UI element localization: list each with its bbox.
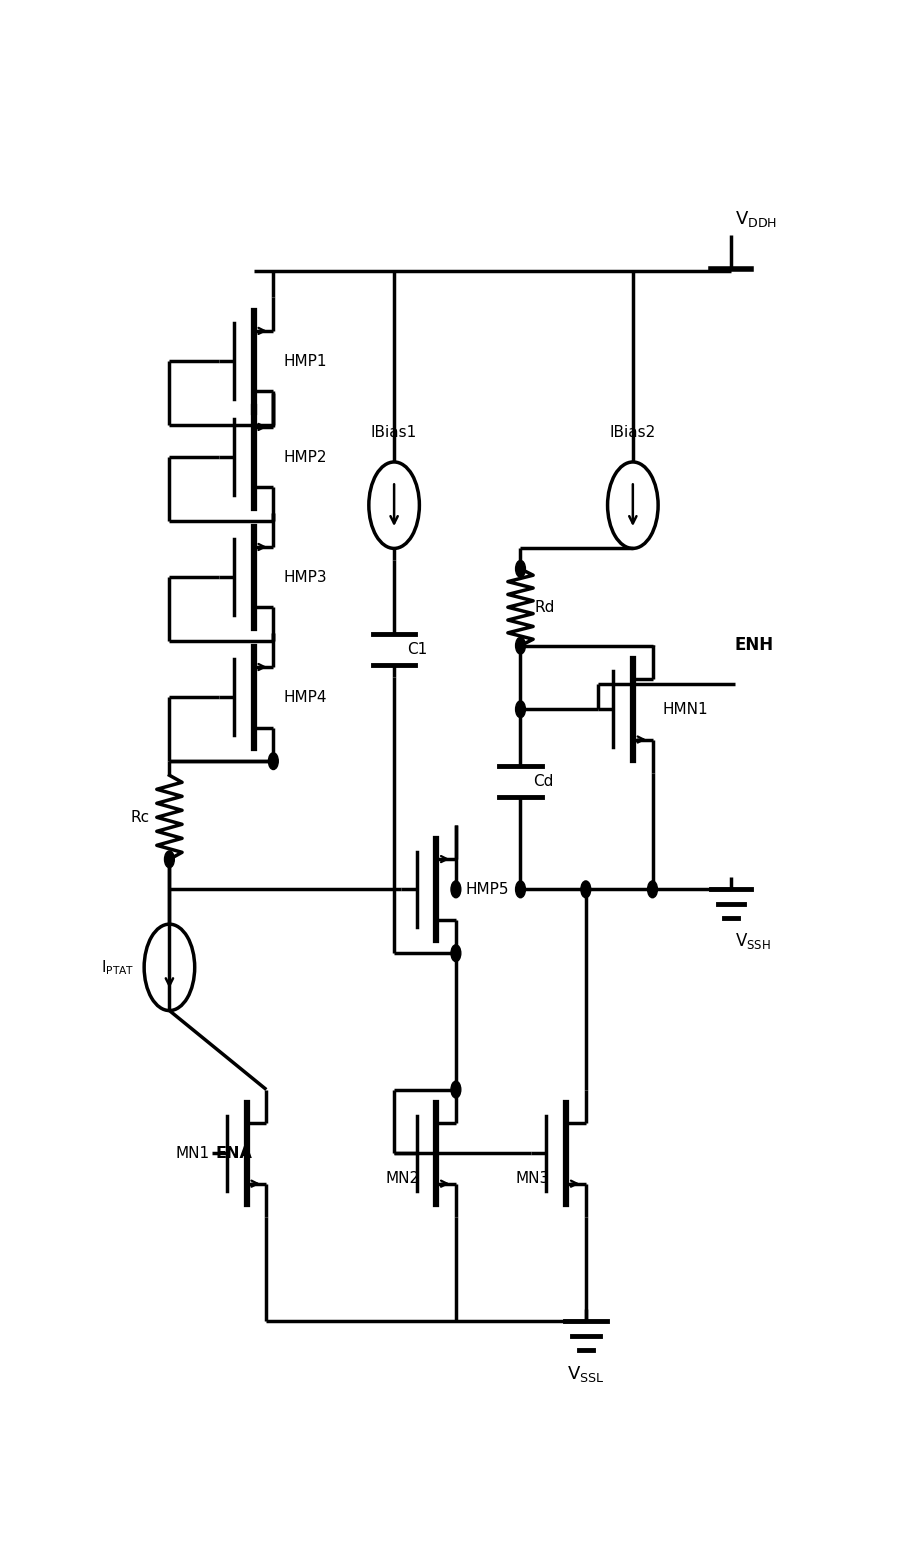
Text: Cd: Cd [533,773,554,789]
Text: ENA: ENA [215,1146,252,1161]
Text: HMP4: HMP4 [284,689,327,705]
Circle shape [451,945,461,962]
Text: HMN1: HMN1 [662,702,708,717]
Text: $\rm I_{PTAT}$: $\rm I_{PTAT}$ [101,959,134,976]
Text: IBias2: IBias2 [610,426,656,440]
Text: IBias1: IBias1 [371,426,418,440]
Text: $\rm V_{SSH}$: $\rm V_{SSH}$ [735,931,771,951]
Text: Rc: Rc [130,809,149,825]
Circle shape [648,881,658,898]
Circle shape [516,702,525,717]
Text: $\rm V_{SSL}$: $\rm V_{SSL}$ [567,1364,604,1383]
Circle shape [581,881,591,898]
Circle shape [516,638,525,655]
Circle shape [516,560,525,577]
Circle shape [165,851,174,868]
Text: $\rm V_{DDH}$: $\rm V_{DDH}$ [735,209,776,229]
Circle shape [451,1080,461,1098]
Text: MN2: MN2 [385,1171,419,1186]
Circle shape [268,753,278,770]
Text: HMP1: HMP1 [284,354,327,368]
Text: C1: C1 [407,642,427,656]
Text: HMP5: HMP5 [466,882,509,896]
Text: ENH: ENH [735,636,774,655]
Text: MN1: MN1 [176,1146,209,1161]
Text: HMP2: HMP2 [284,449,327,465]
Circle shape [451,881,461,898]
Text: MN3: MN3 [516,1171,550,1186]
Circle shape [516,881,525,898]
Text: HMP3: HMP3 [284,569,327,585]
Text: Rd: Rd [535,600,554,614]
